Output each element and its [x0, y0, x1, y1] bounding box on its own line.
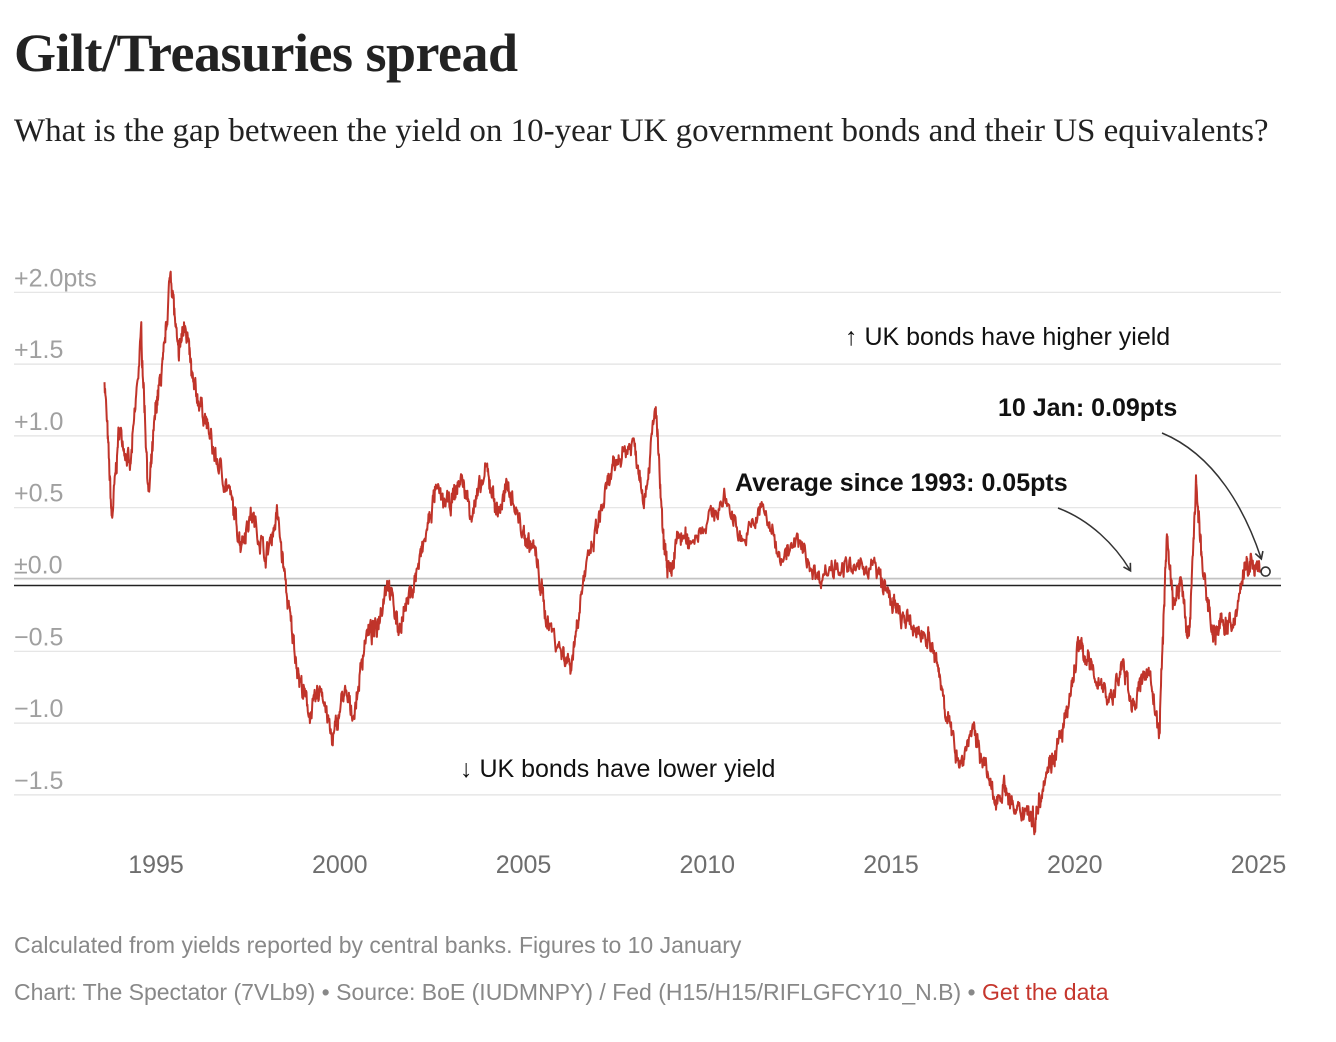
y-tick-label: −1.0 — [14, 695, 63, 723]
y-tick-label: −0.5 — [14, 623, 63, 651]
annotation-average: Average since 1993: 0.05pts — [735, 469, 1068, 497]
y-tick-label: +1.5 — [14, 336, 63, 364]
get-the-data-link[interactable]: Get the data — [981, 979, 1109, 1005]
y-tick-label: +0.5 — [14, 480, 63, 508]
y-tick-label: +1.0 — [14, 408, 63, 436]
gridlines — [14, 291, 1281, 796]
footer-note: Calculated from yields reported by centr… — [14, 932, 742, 958]
chart-subtitle: What is the gap between the yield on 10-… — [14, 113, 1269, 149]
latest-value-arrow — [1161, 432, 1264, 561]
latest-point-marker — [1260, 566, 1271, 577]
y-axis-ticks: +2.0pts +1.5 +1.0 +0.5 ±0.0 −0.5 −1.0 −1.5 — [14, 264, 97, 795]
footer-credit: Chart: The Spectator (7VLb9) • Source: B… — [14, 978, 1109, 1006]
x-tick-label: 2010 — [679, 851, 735, 879]
spread-series-line — [103, 270, 1261, 836]
y-tick-label: ±0.0 — [14, 552, 62, 580]
x-tick-label: 2015 — [863, 851, 919, 879]
average-arrow — [1057, 507, 1132, 573]
annotation-latest-value: 10 Jan: 0.09pts — [998, 394, 1177, 422]
x-tick-label: 2025 — [1231, 851, 1287, 879]
chart-title: Gilt/Treasuries spread — [14, 23, 518, 83]
x-tick-label: 1995 — [128, 851, 184, 879]
x-tick-label: 2000 — [312, 851, 368, 879]
y-tick-label: −1.5 — [14, 767, 63, 795]
x-tick-label: 2005 — [496, 851, 552, 879]
x-tick-label: 2020 — [1047, 851, 1103, 879]
annotation-lower-yield: ↓ UK bonds have lower yield — [460, 755, 775, 783]
footer-source: Chart: The Spectator (7VLb9) • Source: B… — [14, 979, 982, 1005]
x-axis-ticks: 1995 2000 2005 2010 2015 2020 2025 — [128, 851, 1286, 879]
annotation-higher-yield: ↑ UK bonds have higher yield — [845, 323, 1170, 351]
y-tick-label: +2.0pts — [14, 264, 97, 292]
